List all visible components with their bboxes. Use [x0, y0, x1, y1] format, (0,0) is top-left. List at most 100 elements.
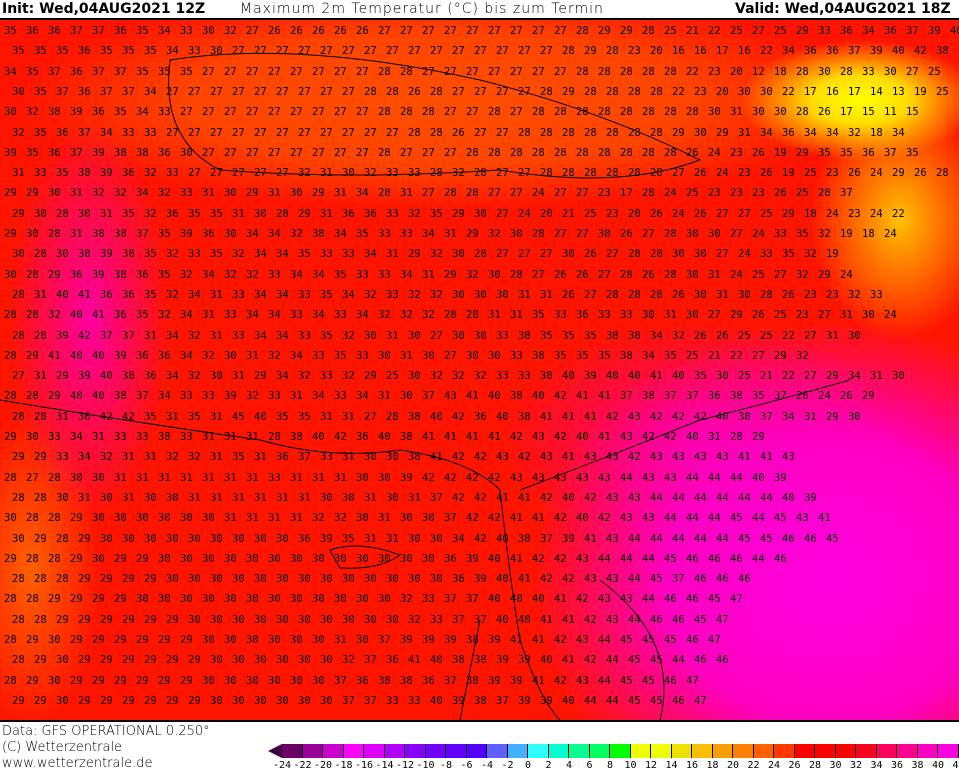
temperature-value: 40	[562, 369, 584, 383]
temperature-value: 29	[796, 146, 818, 160]
temperature-value: 32	[158, 308, 180, 322]
temperature-value: 40	[70, 349, 92, 363]
temperature-value: 18	[862, 227, 884, 241]
temperature-value: 28	[268, 430, 290, 444]
temperature-value: 38	[114, 146, 136, 160]
temperature-value: 28	[34, 491, 56, 505]
legend-tick-label: -22	[293, 760, 311, 771]
temperature-value: 42	[474, 532, 496, 546]
temperature-value: 31	[70, 186, 92, 200]
temperature-value: 43	[628, 410, 650, 424]
temperature-value: 30	[488, 268, 510, 282]
temperature-value: 41	[408, 653, 430, 667]
temperature-value: 38	[136, 146, 158, 160]
temperature-value: 29	[452, 207, 474, 221]
temperature-value: 28	[540, 166, 562, 180]
temperature-value: 32	[422, 308, 444, 322]
legend-color-box	[692, 744, 713, 758]
temperature-value: 29	[92, 633, 114, 647]
temperature-value: 39	[474, 572, 496, 586]
temperature-value: 34	[312, 308, 334, 322]
temperature-value: 43	[642, 511, 664, 525]
temperature-value: 37	[444, 592, 466, 606]
temperature-value: 15	[862, 105, 884, 119]
temperature-value: 31	[364, 491, 386, 505]
temperature-value: 26	[796, 389, 818, 403]
temperature-value: 31	[202, 471, 224, 485]
temperature-value: 27	[554, 24, 576, 38]
copyright: (C) Wetterzentrale	[2, 740, 122, 755]
temperature-value: 31	[232, 369, 254, 383]
temperature-value: 37	[884, 146, 906, 160]
temperature-value: 32	[430, 369, 452, 383]
temperature-value: 40	[510, 592, 532, 606]
temperature-value: 27	[474, 85, 496, 99]
temperature-value: 29	[48, 268, 70, 282]
temperature-value: 30	[422, 552, 444, 566]
temperature-value: 34	[782, 410, 804, 424]
temperature-value: 33	[136, 430, 158, 444]
temperature-value: 38	[78, 247, 100, 261]
temperature-value: 33	[334, 389, 356, 403]
temperature-value: 27	[224, 65, 246, 79]
temperature-value: 30	[290, 186, 312, 200]
temperature-value: 33	[298, 329, 320, 343]
temperature-value: 28	[620, 268, 642, 282]
temperature-value: 36	[576, 308, 598, 322]
temperature-value: 37	[906, 24, 928, 38]
temperature-value: 25	[760, 329, 782, 343]
legend-tick-label: -6	[460, 760, 472, 771]
temperature-value: 30	[268, 592, 290, 606]
temperature-value: 27	[202, 65, 224, 79]
temperature-value: 31	[122, 450, 144, 464]
temperature-value: 32	[144, 207, 166, 221]
temperature-value: 30	[276, 694, 298, 708]
temperature-value: 40	[70, 389, 92, 403]
temperature-value: 35	[694, 369, 716, 383]
temperature-value: 31	[34, 288, 56, 302]
temperature-value: 27	[232, 85, 254, 99]
temperature-value: 45	[650, 572, 672, 586]
temperature-value: 32	[342, 369, 364, 383]
temperature-value: 35	[906, 146, 928, 160]
temperature-value: 33	[496, 329, 518, 343]
temperature-value: 23	[796, 308, 818, 322]
temperature-value: 30	[356, 592, 378, 606]
temperature-value: 27	[276, 166, 298, 180]
temperature-value: 31	[342, 450, 364, 464]
temperature-value: 33	[598, 308, 620, 322]
temperature-value: 26	[334, 24, 356, 38]
temperature-value: 36	[386, 653, 408, 667]
temperature-value: 26	[782, 288, 804, 302]
temperature-value: 29	[774, 349, 796, 363]
temperature-value: 36	[444, 552, 466, 566]
temperature-value: 33	[870, 288, 892, 302]
temperature-value: 38	[510, 389, 532, 403]
temperature-value: 39	[92, 146, 114, 160]
temperature-value: 22	[672, 85, 694, 99]
temperature-value: 40	[752, 471, 774, 485]
temperature-value: 38	[518, 329, 540, 343]
temperature-value: 40	[532, 389, 554, 403]
temperature-value: 26	[290, 24, 312, 38]
temperature-value: 40	[606, 369, 628, 383]
temperature-value: 37	[334, 674, 356, 688]
temperature-value: 29	[12, 207, 34, 221]
temperature-value: 44	[620, 552, 642, 566]
temperature-value: 28	[664, 227, 686, 241]
temperature-value: 30	[246, 552, 268, 566]
temperature-value: 39	[100, 166, 122, 180]
legend-tick-label: 32	[850, 760, 862, 771]
temperature-value: 38	[532, 349, 554, 363]
footer: Data: GFS OPERATIONAL 0.250° (C) Wetterz…	[0, 720, 959, 772]
map-title: Maximum 2m Temperatur (°C) bis zum Termi…	[240, 0, 604, 18]
temperature-value: 30	[298, 694, 320, 708]
legend-color-box	[282, 744, 303, 758]
temperature-value: 37	[364, 653, 386, 667]
legend-color-box	[836, 744, 857, 758]
temperature-value: 31	[166, 410, 188, 424]
temperature-value: 34	[290, 268, 312, 282]
temperature-value: 22	[760, 44, 782, 58]
temperature-value: 30	[474, 329, 496, 343]
temperature-value: 32	[290, 227, 312, 241]
